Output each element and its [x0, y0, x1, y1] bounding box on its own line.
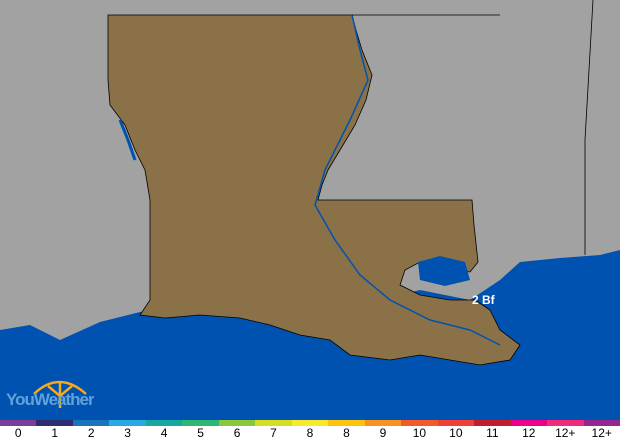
- legend-swatch: [218, 420, 256, 426]
- wind-scale-legend: 0 1 2 3 4 5 6 7 8 8 9 10 10 11 12 12+ 12+: [0, 420, 620, 440]
- legend-swatch: [145, 420, 183, 426]
- lake-pontchartrain: [418, 256, 470, 286]
- legend-swatch: [109, 420, 146, 426]
- legend-swatch: [182, 420, 219, 426]
- legend-color-bar: [0, 420, 620, 426]
- legend-label: 2: [87, 426, 95, 440]
- weather-map[interactable]: [0, 0, 620, 420]
- legend-swatch: [291, 420, 329, 426]
- legend-label: 6: [233, 426, 241, 440]
- legend-label: 4: [160, 426, 168, 440]
- legend-label: 0: [14, 426, 22, 440]
- legend-label: 12+: [555, 426, 576, 440]
- youweather-logo: YouWeather: [6, 380, 94, 409]
- legend-swatch: [401, 420, 438, 426]
- legend-swatch: [255, 420, 292, 426]
- legend-labels: 0 1 2 3 4 5 6 7 8 8 9 10 10 11 12 12+ 12+: [0, 426, 620, 440]
- legend-label: 1: [51, 426, 59, 440]
- legend-label: 8: [306, 426, 314, 440]
- legend-label: 11: [486, 426, 499, 440]
- svg-text:YouWeather: YouWeather: [6, 390, 94, 409]
- wind-value-label: 2 Bf: [472, 293, 495, 307]
- legend-label: 8: [343, 426, 350, 440]
- legend-label: 10: [449, 426, 463, 440]
- legend-swatch: [583, 420, 620, 426]
- louisiana-land: [107, 14, 521, 366]
- legend-swatch: [510, 420, 548, 426]
- legend-swatch: [474, 420, 511, 426]
- legend-swatch: [72, 420, 110, 426]
- legend-label: 5: [197, 426, 204, 440]
- legend-label: 12: [522, 426, 536, 440]
- legend-label: 9: [379, 426, 387, 440]
- legend-swatch: [547, 420, 584, 426]
- legend-swatch: [364, 420, 402, 426]
- legend-swatch: [437, 420, 475, 426]
- legend-label: 12+: [591, 426, 612, 440]
- mississippi-river: [314, 14, 501, 346]
- umbrella-icon: [33, 380, 87, 408]
- legend-label: 10: [412, 426, 427, 440]
- legend-swatch: [0, 420, 37, 426]
- legend-label: 3: [124, 426, 131, 440]
- toledo-bend: [118, 119, 137, 161]
- state-border-ms-al: [352, 0, 594, 255]
- legend-swatch: [36, 420, 73, 426]
- legend-label: 7: [270, 426, 277, 440]
- legend-swatch: [328, 420, 365, 426]
